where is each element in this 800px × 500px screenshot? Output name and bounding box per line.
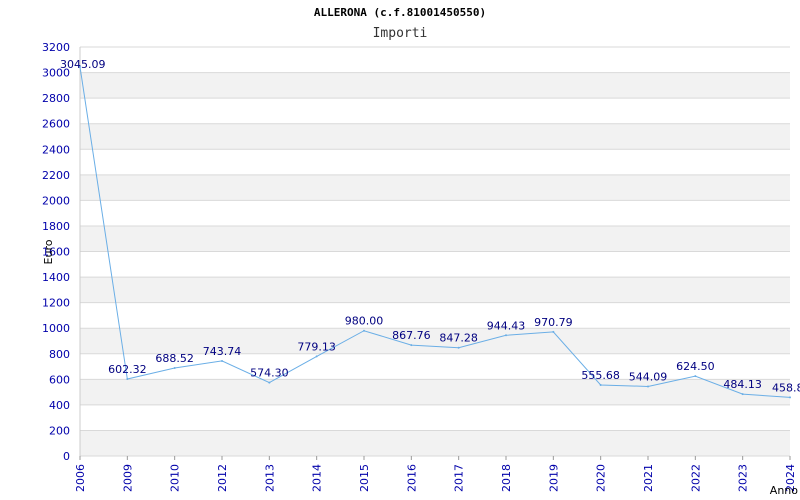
data-point — [126, 378, 129, 381]
data-label: 743.74 — [203, 345, 242, 358]
data-label: 980.00 — [345, 315, 384, 328]
grid-band — [80, 277, 790, 303]
x-tick-label: 2012 — [216, 464, 229, 492]
x-tick-label: 2019 — [547, 464, 560, 492]
y-tick-label: 1800 — [42, 220, 70, 233]
data-label: 624.50 — [676, 360, 715, 373]
data-label: 944.43 — [487, 319, 526, 332]
x-tick-label: 2024 — [784, 464, 797, 492]
data-point — [363, 329, 365, 332]
data-point — [79, 65, 81, 68]
y-tick-label: 2200 — [42, 169, 70, 182]
data-label: 970.79 — [534, 316, 573, 329]
x-tick-label: 2018 — [500, 464, 513, 492]
x-tick-label: 2015 — [358, 464, 371, 492]
data-label: 847.28 — [439, 332, 478, 345]
grid-band — [80, 379, 790, 405]
data-point — [173, 366, 176, 369]
grid-band — [80, 430, 790, 456]
data-label: 779.13 — [297, 340, 336, 353]
data-point — [457, 346, 460, 349]
data-label: 688.52 — [155, 352, 194, 365]
y-tick-label: 600 — [49, 373, 70, 386]
data-point — [315, 355, 318, 358]
y-tick-label: 1000 — [42, 322, 70, 335]
y-tick-label: 3200 — [42, 41, 70, 54]
y-tick-label: 2600 — [42, 118, 70, 131]
data-label: 484.13 — [723, 378, 762, 391]
data-point — [789, 396, 791, 399]
y-tick-label: 400 — [49, 399, 70, 412]
data-point — [599, 383, 602, 386]
x-axis-label: Anno — [770, 484, 798, 497]
data-point — [694, 375, 697, 378]
y-axis-ticks: 0 200 400 600 800 1000 1200 1400 1600 1800 2000 220… — [42, 41, 70, 463]
data-label: 3045.09 — [60, 58, 106, 71]
data-label: 544.09 — [629, 370, 668, 383]
y-axis-label: Euro — [42, 239, 55, 264]
data-point — [647, 385, 649, 388]
data-point — [552, 330, 555, 333]
x-tick-label: 2013 — [263, 464, 276, 492]
grid-lines — [79, 46, 790, 457]
x-tick-label: 2023 — [737, 464, 750, 492]
x-tick-label: 2016 — [405, 464, 418, 492]
data-point — [221, 359, 223, 362]
data-point — [741, 393, 744, 396]
x-tick-label: 2017 — [453, 464, 466, 492]
data-label: 602.32 — [108, 363, 147, 376]
data-label: 867.76 — [392, 329, 431, 342]
grid-band — [80, 328, 790, 354]
y-tick-label: 2400 — [42, 143, 70, 156]
x-axis-ticks: 2006 2009 2010 2012 2013 2014 2015 2016 2017 2018… — [74, 456, 797, 492]
y-tick-label: 800 — [49, 348, 70, 361]
data-point — [268, 381, 271, 384]
x-tick-label: 2022 — [689, 464, 702, 492]
grid-bands — [80, 72, 790, 456]
x-tick-label: 2021 — [642, 464, 655, 492]
y-tick-label: 200 — [49, 424, 70, 437]
grid-band — [80, 123, 790, 150]
x-tick-label: 2009 — [121, 464, 134, 492]
chart-subtitle: Importi — [372, 26, 428, 41]
x-tick-label: 2014 — [311, 464, 324, 492]
y-tick-label: 0 — [63, 450, 70, 463]
y-tick-label: 1200 — [42, 297, 70, 310]
grid-band — [80, 225, 790, 252]
data-labels: 3045.09 602.32 688.52 743.74 574.30 779.13 980… — [60, 58, 800, 395]
x-tick-label: 2020 — [595, 464, 608, 492]
y-tick-label: 2800 — [42, 92, 70, 105]
y-tick-label: 3000 — [42, 67, 70, 80]
grid-band — [80, 72, 790, 99]
y-tick-label: 2000 — [42, 194, 70, 207]
data-label: 458.8 — [772, 381, 800, 394]
grid-band — [80, 174, 790, 201]
data-point — [505, 334, 507, 337]
series-line — [79, 66, 791, 398]
y-tick-label: 1600 — [42, 246, 70, 259]
data-point — [410, 344, 413, 347]
data-label: 574.30 — [250, 367, 289, 380]
chart-title: ALLERONA (c.f.81001450550) — [313, 6, 487, 19]
series-group — [79, 65, 791, 399]
x-tick-label: 2006 — [74, 464, 87, 492]
data-label: 555.68 — [581, 369, 620, 382]
x-tick-label: 2010 — [169, 464, 182, 492]
y-tick-label: 1400 — [42, 271, 70, 284]
